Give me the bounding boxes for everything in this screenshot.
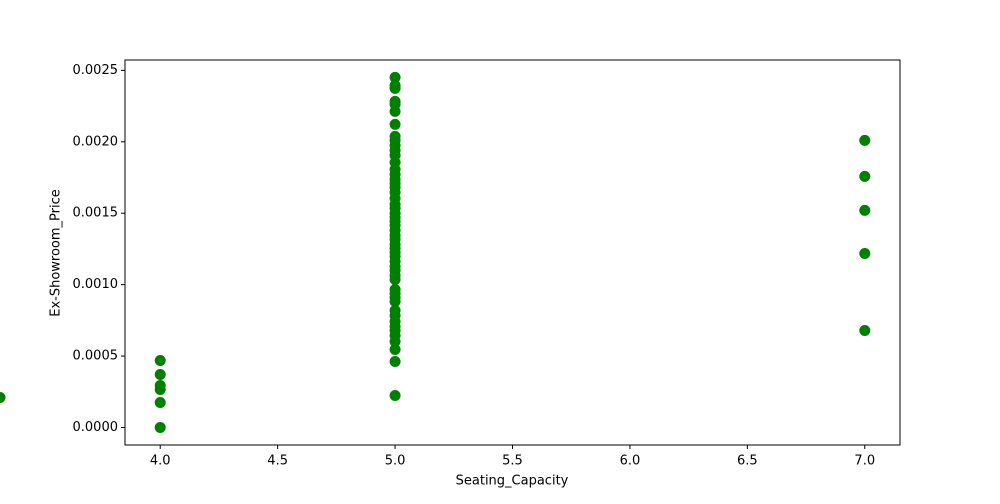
point [389, 356, 401, 367]
point [0, 392, 6, 403]
x-tick-label: 6.0 [620, 454, 641, 469]
y-tick-label: 0.0005 [73, 349, 119, 364]
point [389, 296, 401, 307]
x-tick-label: 5.0 [385, 454, 406, 469]
point [389, 274, 401, 285]
x-tick-label: 6.5 [737, 454, 758, 469]
point [389, 336, 401, 347]
axes-frame [124, 59, 901, 446]
point [389, 82, 401, 94]
x-tick-label: 4.0 [150, 454, 171, 469]
point [859, 204, 871, 216]
x-tick-label: 4.5 [267, 454, 288, 469]
point [389, 71, 401, 83]
point [154, 397, 166, 408]
y-tick-label: 0.0000 [73, 420, 119, 435]
point [859, 325, 871, 336]
y-tick-label: 0.0015 [73, 206, 119, 221]
point [859, 134, 871, 146]
x-axis-label: Seating_Capacity [456, 474, 569, 489]
point [389, 105, 401, 117]
point [389, 118, 401, 130]
point [154, 384, 166, 395]
point [154, 422, 166, 433]
point [859, 248, 871, 259]
point [154, 355, 166, 366]
point [389, 344, 401, 355]
point [154, 369, 166, 380]
x-tick-label: 5.5 [502, 454, 523, 469]
y-tick-label: 0.0010 [73, 277, 119, 292]
y-axis-label: Ex-Showroom_Price [49, 189, 64, 317]
y-tick-label: 0.0020 [73, 134, 119, 149]
x-tick-label: 7.0 [854, 454, 875, 469]
y-tick-label: 0.0025 [73, 63, 119, 78]
point [389, 390, 401, 401]
point [859, 170, 871, 182]
